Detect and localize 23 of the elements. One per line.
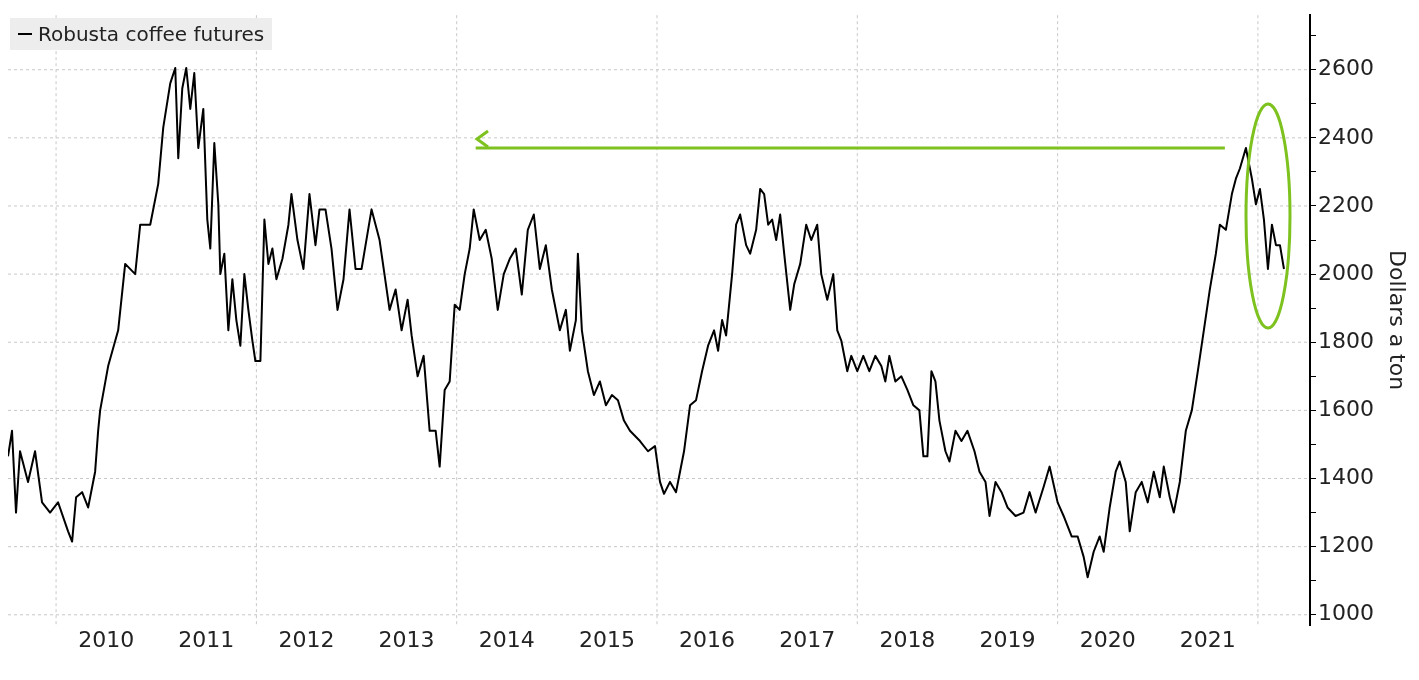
x-tick-label: 2021 (1179, 626, 1236, 652)
y-tick-label: 2200 (1318, 191, 1374, 217)
legend-label: Robusta coffee futures (38, 22, 265, 46)
x-tick-label: 2010 (78, 626, 135, 652)
y-tick-label: 1200 (1318, 532, 1374, 558)
y-tick-label: 1400 (1318, 464, 1374, 490)
x-tick-label: 2014 (478, 626, 535, 652)
y-tick-label: 2600 (1318, 55, 1374, 81)
x-tick-label: 2016 (679, 626, 736, 652)
y-tick-label: 2000 (1318, 259, 1374, 285)
x-tick-label: 2011 (178, 626, 235, 652)
x-tick-label: 2013 (378, 626, 435, 652)
x-tick-label: 2012 (278, 626, 335, 652)
y-tick-label: 1600 (1318, 396, 1374, 422)
y-tick-label: 2400 (1318, 123, 1374, 149)
y-tick-label: 1800 (1318, 327, 1374, 353)
x-tick-label: 2017 (779, 626, 836, 652)
x-tick-label: 2020 (1079, 626, 1136, 652)
x-tick-label: 2015 (578, 626, 635, 652)
x-tick-label: 2018 (879, 626, 936, 652)
x-tick-label: 2019 (979, 626, 1036, 652)
y-tick-label: 1000 (1318, 600, 1374, 626)
y-axis-title: Dollars a ton (1385, 250, 1411, 391)
